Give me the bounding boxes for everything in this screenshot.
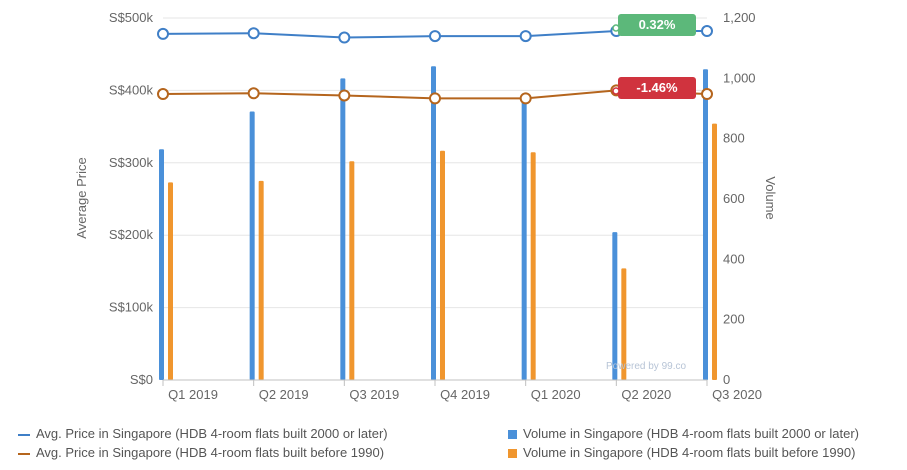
x-tick-label: Q4 2019 — [440, 387, 490, 402]
price-point — [338, 31, 351, 44]
y-right-tick-label: 600 — [723, 191, 745, 206]
price-point — [338, 89, 351, 102]
x-tick-label: Q1 2019 — [168, 387, 218, 402]
legend-item-price-new[interactable]: Avg. Price in Singapore (HDB 4-room flat… — [18, 426, 388, 442]
price-point — [247, 87, 260, 100]
badge-anchor-dot — [612, 24, 620, 32]
volume-bar — [612, 232, 618, 380]
legend-swatch — [508, 430, 517, 440]
legend-swatch — [508, 449, 517, 459]
change-badge — [618, 14, 696, 37]
price-point — [157, 27, 169, 40]
legend-label: Avg. Price in Singapore (HDB 4-room flat… — [36, 445, 385, 460]
legend-item-volume-old[interactable]: Volume in Singapore (HDB 4-room flats bu… — [508, 445, 855, 461]
change-badge — [618, 77, 696, 100]
y-left-tick-label: S$500k — [109, 10, 154, 25]
watermark: Powered by 99.co — [606, 361, 686, 372]
y-left-tick-label: S$100k — [109, 300, 154, 315]
volume-bar — [712, 123, 717, 380]
badge-anchor-dot — [612, 87, 620, 95]
price-point — [519, 30, 532, 43]
legend-item-price-old[interactable]: Avg. Price in Singapore (HDB 4-room flat… — [18, 445, 384, 461]
volume-bar — [258, 180, 264, 380]
legend-label: Volume in Singapore (HDB 4-room flats bu… — [523, 426, 859, 441]
y-right-tick-label: 0 — [723, 372, 730, 387]
y-left-tick-label: S$200k — [109, 227, 154, 242]
volume-bar — [249, 111, 255, 381]
volume-bar — [703, 69, 708, 381]
y-right-tick-label: 1,000 — [723, 70, 756, 85]
legend-label: Volume in Singapore (HDB 4-room flats bu… — [523, 445, 856, 460]
price-point — [157, 88, 169, 101]
y-right-tick-label: 800 — [723, 131, 745, 146]
y-left-tick-label: S$400k — [109, 82, 154, 97]
legend-swatch — [18, 452, 30, 455]
x-tick-label: Q2 2019 — [259, 387, 309, 402]
price-point — [429, 30, 441, 43]
y-right-tick-label: 1,200 — [723, 10, 756, 25]
price-point — [429, 92, 441, 105]
y-left-tick-label: S$300k — [109, 155, 154, 170]
x-tick-label: Q3 2019 — [349, 387, 399, 402]
volume-bar — [621, 268, 627, 380]
x-tick-label: Q3 2020 — [712, 387, 762, 402]
legend-swatch — [18, 433, 30, 436]
x-tick-label: Q2 2020 — [621, 387, 671, 402]
x-tick-label: Q1 2020 — [531, 387, 581, 402]
price-point — [519, 92, 532, 105]
price-point — [247, 27, 260, 40]
volume-bar — [440, 150, 445, 380]
price-point — [701, 88, 713, 101]
bars — [159, 66, 717, 381]
y-right-tick-label: 200 — [723, 312, 745, 327]
volume-bar — [168, 182, 173, 380]
change-badge-label: 0.32% — [639, 17, 676, 32]
volume-bar — [521, 93, 527, 381]
legend-item-volume-new[interactable]: Volume in Singapore (HDB 4-room flats bu… — [508, 426, 859, 442]
y-axis-left-title: Average Price — [74, 157, 89, 238]
y-right-tick-label: 400 — [723, 251, 745, 266]
axes: S$0 S$100k S$200k S$300k S$400k S$500k 0 200 400… — [109, 10, 762, 402]
volume-bar — [530, 152, 536, 380]
price-point — [701, 25, 713, 38]
badges: 0.32% -1.46% — [612, 14, 696, 100]
volume-bar — [340, 78, 346, 380]
legend: Avg. Price in Singapore (HDB 4-room flat… — [0, 420, 907, 466]
change-badge-label: -1.46% — [636, 80, 678, 95]
chart: S$0 S$100k S$200k S$300k S$400k S$500k 0 200 400… — [74, 10, 778, 402]
y-left-tick-label: S$0 — [130, 372, 153, 387]
volume-bar — [431, 66, 436, 381]
y-axis-right-title: Volume — [763, 176, 778, 219]
volume-bar — [159, 149, 164, 380]
volume-bar — [349, 161, 355, 380]
legend-label: Avg. Price in Singapore (HDB 4-room flat… — [36, 426, 388, 441]
